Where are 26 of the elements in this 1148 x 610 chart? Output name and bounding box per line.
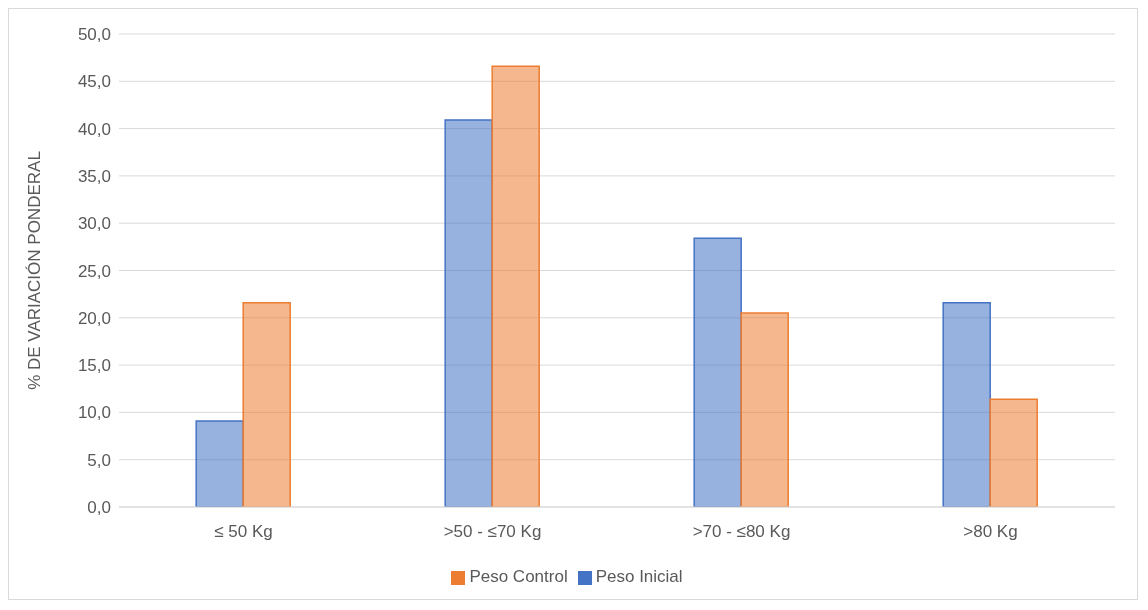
y-tick-label: 15,0 — [77, 356, 111, 376]
y-tick-label: 0,0 — [87, 498, 111, 518]
x-tick-label: >70 - ≤80 Kg — [692, 522, 791, 542]
bar — [242, 301, 291, 507]
y-tick-label: 25,0 — [77, 261, 111, 281]
y-axis-title: % DE VARIACIÓN PONDERAL — [25, 151, 45, 390]
legend-label: Peso Inicial — [595, 567, 683, 586]
y-tick-label: 50,0 — [77, 25, 111, 45]
bar — [942, 301, 991, 507]
y-tick-label: 10,0 — [77, 403, 111, 423]
y-tick-label: 40,0 — [77, 119, 111, 139]
bar — [693, 237, 742, 507]
x-tick-label: >50 - ≤70 Kg — [443, 522, 542, 542]
y-tick-label: 45,0 — [77, 72, 111, 92]
y-tick-label: 35,0 — [77, 166, 111, 186]
bar — [989, 398, 1038, 507]
bar — [740, 312, 789, 507]
bar — [444, 119, 493, 507]
x-tick-label: ≤ 50 Kg — [214, 522, 273, 542]
bar — [195, 420, 244, 507]
y-tick-label: 30,0 — [77, 214, 111, 234]
x-tick-label: >80 Kg — [963, 522, 1018, 542]
bar — [491, 65, 540, 507]
y-tick-label: 5,0 — [87, 450, 111, 470]
y-tick-label: 20,0 — [77, 308, 111, 328]
legend-label: Peso Control — [469, 567, 568, 586]
